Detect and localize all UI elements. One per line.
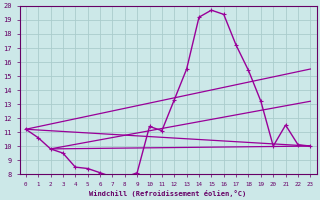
X-axis label: Windchill (Refroidissement éolien,°C): Windchill (Refroidissement éolien,°C) — [90, 190, 247, 197]
